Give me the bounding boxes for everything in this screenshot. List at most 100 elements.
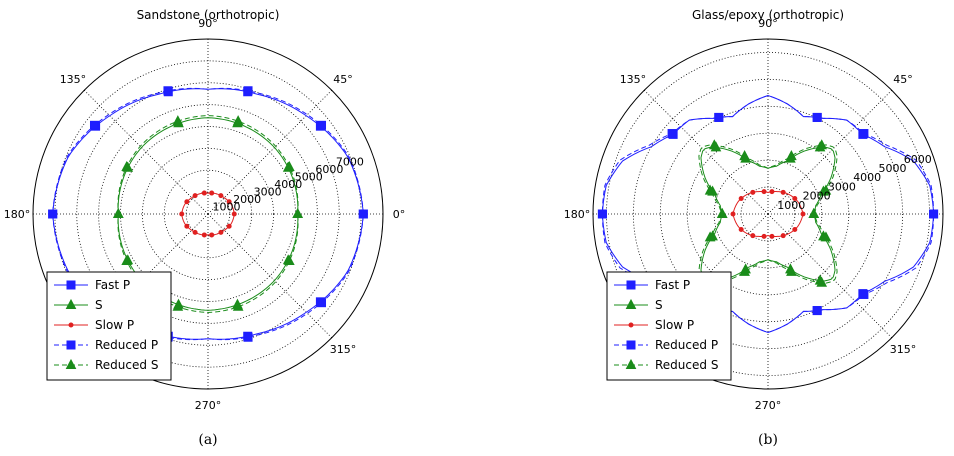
angle-tick-label: 315° — [330, 343, 357, 356]
series-reduced-s-marker-4 — [121, 160, 132, 172]
legend-item-reduced-p-label: Reduced P — [95, 338, 158, 352]
legend-item-slow-p-label: Slow P — [95, 318, 134, 332]
polar-chart-glass-epoxy: Glass/epoxy (orthotropic) 045°90°135°180… — [564, 8, 944, 412]
angular-grid-line — [643, 89, 769, 215]
legend-item-reduced-s-marker-0 — [625, 358, 637, 369]
series-reduced-p-marker-4 — [667, 129, 677, 139]
legend-item-fast-p: Fast P — [614, 278, 690, 292]
series-reduced-s-marker-2 — [232, 115, 244, 126]
series-reduced-s — [698, 139, 838, 287]
legend-item-s-label: S — [95, 298, 103, 312]
legend-item-s-marker-0 — [65, 298, 77, 309]
angular-grid-line — [207, 89, 333, 215]
radial-tick-label: 6000 — [904, 153, 932, 166]
radial-grid-circle — [659, 105, 877, 323]
radial-grid-circle — [740, 186, 796, 242]
series-slow-p-marker-7 — [730, 211, 736, 217]
series-slow-p-marker-8 — [738, 226, 744, 232]
legend: Fast P S Slow P Reduced P Reduced S — [606, 271, 732, 381]
series-slow-p-marker-13 — [792, 226, 798, 232]
series-reduced-p-marker-5 — [597, 209, 607, 219]
series-slow-p-marker-11 — [769, 233, 775, 239]
legend-item-reduced-s: Reduced S — [614, 358, 718, 372]
angle-tick-label: 180° — [4, 208, 31, 221]
series-slow-p-marker-5 — [750, 189, 756, 195]
series-slow-p-marker-12 — [780, 233, 786, 239]
radial-tick-label: 1000 — [213, 201, 241, 214]
series-slow-p-marker-4 — [761, 189, 767, 195]
angle-tick-label: 180° — [564, 208, 591, 221]
series-reduced-s-marker-1 — [820, 184, 832, 195]
series-slow-p-marker-3 — [769, 189, 775, 195]
series-slow-p-marker-8 — [184, 223, 190, 229]
radial-tick-label: 4000 — [274, 178, 302, 191]
series-reduced-s-marker-8 — [704, 231, 716, 242]
radial-tick-label: 1000 — [777, 199, 805, 212]
series-reduced-s-marker-12 — [816, 276, 828, 287]
series-slow-p-marker-1 — [226, 199, 232, 205]
series-slow-p-marker-0 — [231, 211, 237, 217]
angle-tick-label: 0° — [393, 208, 406, 221]
series-reduced-p-line — [601, 95, 935, 333]
angle-tick-label: 135° — [60, 73, 87, 86]
series-reduced-p-marker-4 — [89, 120, 99, 130]
series-reduced-p-marker-9 — [317, 298, 327, 308]
legend-item-fast-p-marker-0 — [66, 280, 76, 290]
series-reduced-s-marker-2 — [816, 139, 828, 150]
legend-item-s: S — [54, 298, 103, 312]
series-reduced-p-marker-3 — [163, 86, 173, 96]
radial-tick-label: 3000 — [254, 186, 282, 199]
series-slow-p-marker-1 — [792, 196, 798, 202]
series-reduced-s-marker-1 — [284, 160, 295, 172]
angle-tick-label: 90° — [758, 17, 778, 30]
angular-grid-line — [207, 213, 333, 339]
series-reduced-s-marker-4 — [739, 150, 750, 161]
legend-item-fast-p-label: Fast P — [95, 278, 130, 292]
chart-title: Glass/epoxy (orthotropic) — [692, 8, 844, 22]
series-reduced-s-marker-5 — [708, 139, 720, 150]
series-reduced-p-marker-0 — [358, 209, 368, 219]
series-slow-p-marker-12 — [218, 229, 224, 235]
series-slow-p-marker-9 — [192, 229, 198, 235]
series-reduced-p-marker-2 — [243, 86, 253, 96]
radial-tick-label: 4000 — [853, 171, 881, 184]
legend-item-slow-p-label: Slow P — [655, 318, 694, 332]
legend-item-reduced-s-marker-0 — [65, 358, 77, 369]
series-reduced-s-marker-11 — [786, 265, 797, 276]
legend-item-reduced-s-label: Reduced S — [655, 358, 718, 372]
series-reduced-p-marker-5 — [48, 209, 58, 219]
angular-grid-line — [767, 213, 893, 339]
angle-tick-label: 45° — [333, 73, 353, 86]
series-reduced-p-marker-8 — [243, 332, 253, 342]
legend-item-s-label: S — [655, 298, 663, 312]
series-reduced-s-marker-0 — [292, 207, 304, 218]
series-reduced-s-marker-10 — [739, 265, 750, 276]
series-reduced-s-marker-3 — [172, 115, 184, 126]
legend-item-reduced-s: Reduced S — [54, 358, 158, 372]
series-slow-p-marker-11 — [209, 232, 215, 238]
series-slow-p — [730, 189, 806, 239]
legend: Fast P S Slow P Reduced P Reduced S — [46, 271, 172, 381]
series-slow-p-marker-10 — [201, 232, 207, 238]
legend-item-slow-p-marker-0 — [628, 322, 634, 328]
series-slow-p-marker-2 — [218, 193, 224, 199]
series-reduced-s-marker-0 — [808, 207, 820, 218]
legend-item-reduced-s-label: Reduced S — [95, 358, 158, 372]
series-slow-p-marker-4 — [201, 190, 207, 196]
legend-item-slow-p: Slow P — [54, 318, 134, 332]
angle-tick-label: 90° — [198, 17, 218, 30]
series-reduced-p-marker-9 — [859, 289, 869, 299]
radial-grid-circle — [98, 104, 318, 324]
series-slow-p-marker-6 — [738, 196, 744, 202]
legend-item-reduced-p-label: Reduced P — [655, 338, 718, 352]
radial-grid-circle — [713, 159, 823, 269]
series-slow-p-marker-0 — [800, 211, 806, 217]
series-reduced-p-marker-8 — [812, 306, 822, 316]
radial-tick-label: 7000 — [336, 156, 364, 169]
angle-tick-label: 135° — [620, 73, 647, 86]
chart-title: Sandstone (orthotropic) — [137, 8, 280, 22]
series-reduced-s-marker-6 — [704, 184, 716, 195]
series-reduced-s-marker-7 — [716, 207, 728, 218]
angle-tick-label: 315° — [890, 343, 917, 356]
